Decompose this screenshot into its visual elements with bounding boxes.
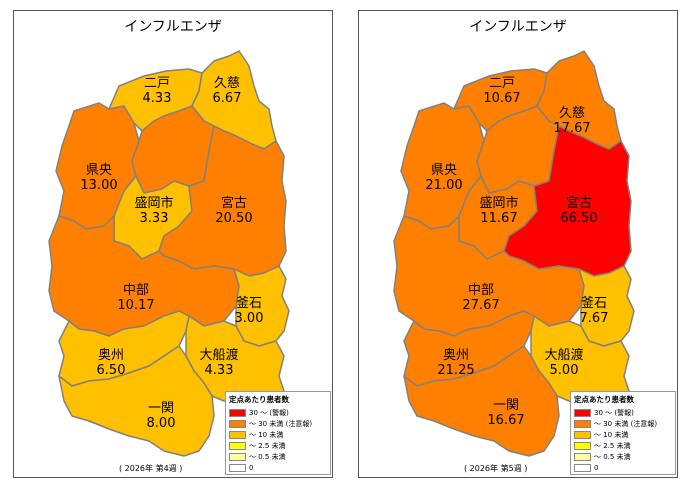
region-label-kuji: 久慈 6.67	[212, 76, 242, 106]
region-label-ichinoseki: 一関 8.00	[146, 401, 176, 431]
map-panel-week4: インフルエンザ 二戸 4.33 久慈 6.67 県央 13.00 盛岡市 3.33 宮古…	[13, 10, 333, 478]
region-label-kenou: 県央 13.00	[80, 163, 118, 193]
legend-item: ～ 2.5 未満	[229, 440, 327, 451]
region-label-morioka: 盛岡市 3.33	[134, 196, 174, 226]
region-label-kamaishi: 釜石 7.67	[579, 296, 609, 326]
region-label-ofunato: 大船渡 5.00	[544, 348, 584, 378]
region-label-ichinoseki: 一関 16.67	[487, 398, 525, 428]
map-panel-week5: インフルエンザ 二戸 10.67 久慈 17.67 県央 21.00 盛岡市 11.67…	[358, 10, 678, 478]
map-title: インフルエンザ	[124, 19, 222, 35]
region-label-oshu: 奥州 6.50	[96, 348, 126, 378]
legend: 定点あたり患者数 30 ～ (警報) ～ 30 未満 (注意報) ～ 10 未満…	[570, 391, 676, 475]
legend-item: ～ 30 未満 (注意報)	[574, 418, 672, 429]
legend-item: 0	[229, 462, 327, 473]
region-ichinoseki	[58, 345, 215, 457]
region-label-ninohe: 二戸 4.33	[142, 76, 172, 106]
legend-item: 0	[574, 462, 672, 473]
map-title: インフルエンザ	[469, 19, 567, 35]
region-label-chubu: 中部 10.17	[117, 283, 155, 313]
legend: 定点あたり患者数 30 ～ (警報) ～ 30 未満 (注意報) ～ 10 未満…	[225, 391, 331, 475]
legend-item: 30 ～ (警報)	[229, 407, 327, 418]
legend-item: ～ 10 未満	[574, 429, 672, 440]
legend-title: 定点あたり患者数	[574, 395, 634, 404]
legend-item: ～ 30 未満 (注意報)	[229, 418, 327, 429]
region-label-kuji: 久慈 17.67	[553, 106, 591, 136]
iwate-map	[48, 50, 290, 457]
region-label-miyako: 宮古 20.50	[215, 196, 253, 226]
legend-item: 30 ～ (警報)	[574, 407, 672, 418]
legend-item: ～ 0.5 未満	[574, 451, 672, 462]
region-kamaishi	[233, 265, 290, 347]
legend-item: ～ 0.5 未満	[229, 451, 327, 462]
region-label-chubu: 中部 27.67	[462, 283, 500, 313]
region-label-morioka: 盛岡市 11.67	[479, 196, 519, 226]
legend-item: ～ 10 未満	[229, 429, 327, 440]
region-label-ninohe: 二戸 10.67	[483, 76, 521, 106]
region-label-ofunato: 大船渡 4.33	[199, 348, 239, 378]
week-label: ( 2026年 第4週 )	[119, 464, 183, 473]
region-label-oshu: 奥州 21.25	[437, 348, 475, 378]
region-kamaishi	[578, 265, 635, 347]
region-ichinoseki	[403, 345, 560, 457]
region-label-miyako: 宮古 66.50	[560, 196, 598, 226]
legend-title: 定点あたり患者数	[229, 395, 289, 404]
week-label: ( 2026年 第5週 )	[464, 464, 528, 473]
iwate-map	[393, 50, 635, 457]
legend-item: ～ 2.5 未満	[574, 440, 672, 451]
region-label-kenou: 県央 21.00	[425, 163, 463, 193]
region-label-kamaishi: 釜石 3.00	[234, 296, 264, 326]
